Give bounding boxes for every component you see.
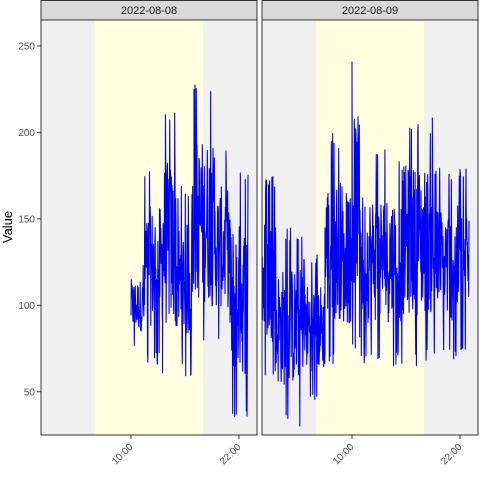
x-tick-label: 10:00 [110,442,136,468]
y-tick-label: 200 [18,128,35,139]
facet-title-1: 2022-08-08 [121,5,177,17]
facet-title-2: 2022-08-09 [342,5,398,17]
x-tick-label: 10:00 [331,442,357,468]
y-tick-label: 250 [18,41,35,52]
x-tick-label: 22:00 [439,442,465,468]
y-axis-title: Value [0,211,15,243]
y-tick-label: 50 [24,387,36,398]
y-tick-label: 150 [18,214,35,225]
x-tick-label: 22:00 [218,442,244,468]
y-tick-label: 100 [18,301,35,312]
